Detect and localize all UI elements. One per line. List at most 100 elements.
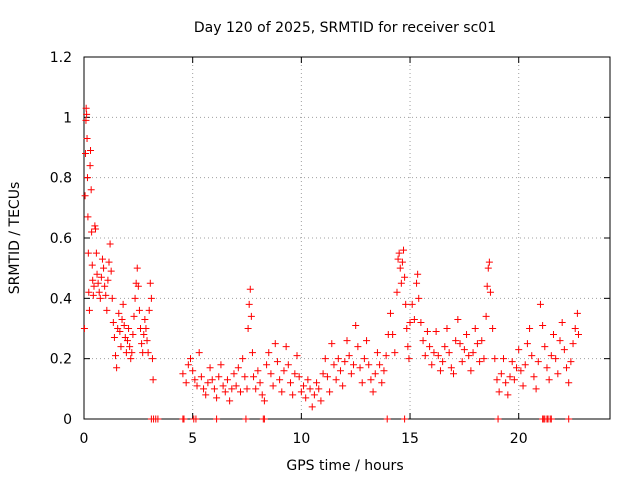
data-point	[246, 285, 254, 293]
data-point	[341, 358, 349, 366]
data-point	[107, 267, 115, 275]
data-point	[92, 225, 100, 233]
data-point	[90, 282, 98, 290]
data-point	[200, 385, 208, 393]
data-point	[282, 343, 290, 351]
data-point	[143, 337, 151, 345]
data-point	[208, 376, 216, 384]
data-point	[118, 315, 126, 323]
data-point	[485, 258, 493, 266]
data-point	[239, 355, 247, 363]
data-point	[493, 376, 501, 384]
data-point	[142, 325, 150, 332]
data-point	[323, 373, 331, 381]
data-point	[574, 331, 582, 339]
data-point	[256, 379, 264, 387]
data-point	[450, 370, 458, 378]
data-point	[356, 364, 364, 372]
data-point	[486, 288, 494, 296]
data-point	[452, 337, 460, 345]
data-point	[573, 309, 581, 317]
data-point	[93, 270, 101, 278]
data-point	[88, 228, 96, 236]
data-point	[417, 318, 425, 326]
data-point	[248, 349, 256, 357]
data-point	[138, 340, 146, 348]
x-axis-label: GPS time / hours	[286, 458, 403, 474]
data-point	[94, 279, 102, 287]
data-point	[347, 370, 355, 378]
data-point	[334, 355, 342, 363]
data-point	[241, 373, 249, 381]
data-point	[278, 388, 286, 396]
data-point	[319, 370, 327, 378]
data-point	[84, 213, 92, 221]
data-point	[363, 337, 371, 345]
data-point	[528, 352, 536, 360]
data-point	[242, 415, 250, 423]
data-point	[469, 349, 477, 357]
data-point	[367, 376, 375, 384]
data-point	[193, 382, 201, 390]
data-point	[386, 309, 394, 317]
data-point	[247, 312, 255, 320]
data-point	[140, 331, 148, 339]
data-point	[295, 373, 303, 381]
data-point	[549, 331, 557, 339]
data-point	[221, 388, 229, 396]
data-point	[95, 288, 103, 296]
data-point	[126, 343, 134, 351]
data-point	[109, 318, 117, 326]
data-point	[87, 147, 95, 155]
data-point	[426, 343, 434, 351]
data-point	[402, 300, 410, 308]
data-point	[354, 343, 362, 351]
data-point	[230, 370, 238, 378]
y-tick-label: 0.4	[50, 291, 72, 307]
data-point	[87, 186, 95, 194]
data-point	[223, 376, 231, 384]
x-tick-label: 5	[188, 431, 197, 447]
data-point	[81, 192, 89, 200]
data-point	[413, 279, 421, 287]
data-point	[414, 270, 422, 278]
data-point	[148, 355, 156, 363]
x-tick-label: 10	[292, 431, 310, 447]
data-point	[128, 349, 136, 357]
data-point	[304, 376, 312, 384]
data-point	[83, 134, 91, 142]
data-point	[494, 415, 502, 423]
data-point	[343, 337, 351, 345]
data-point	[463, 331, 471, 339]
x-tick-label: 0	[80, 431, 89, 447]
data-point	[123, 337, 131, 345]
data-point	[445, 349, 453, 357]
data-point	[297, 388, 305, 396]
data-point	[345, 352, 353, 360]
data-point	[310, 391, 318, 399]
data-point	[182, 379, 190, 387]
data-point	[439, 358, 447, 366]
data-point	[149, 376, 157, 384]
chart-title: Day 120 of 2025, SRMTID for receiver sc0…	[194, 20, 496, 36]
data-point	[560, 346, 568, 354]
data-point	[515, 346, 523, 354]
data-point	[129, 331, 137, 339]
data-point	[483, 282, 491, 290]
data-point	[441, 343, 449, 351]
data-point	[456, 340, 464, 348]
data-point	[252, 385, 260, 393]
data-point	[300, 382, 308, 390]
data-point	[383, 415, 391, 423]
data-point	[536, 300, 544, 308]
data-point	[552, 355, 560, 363]
data-point	[513, 364, 521, 372]
data-point	[321, 355, 329, 363]
data-point	[352, 321, 360, 329]
data-point	[430, 349, 438, 357]
data-point	[243, 385, 251, 393]
data-point	[195, 349, 203, 357]
data-point	[497, 370, 505, 378]
data-point	[350, 361, 358, 369]
data-point	[85, 306, 93, 314]
